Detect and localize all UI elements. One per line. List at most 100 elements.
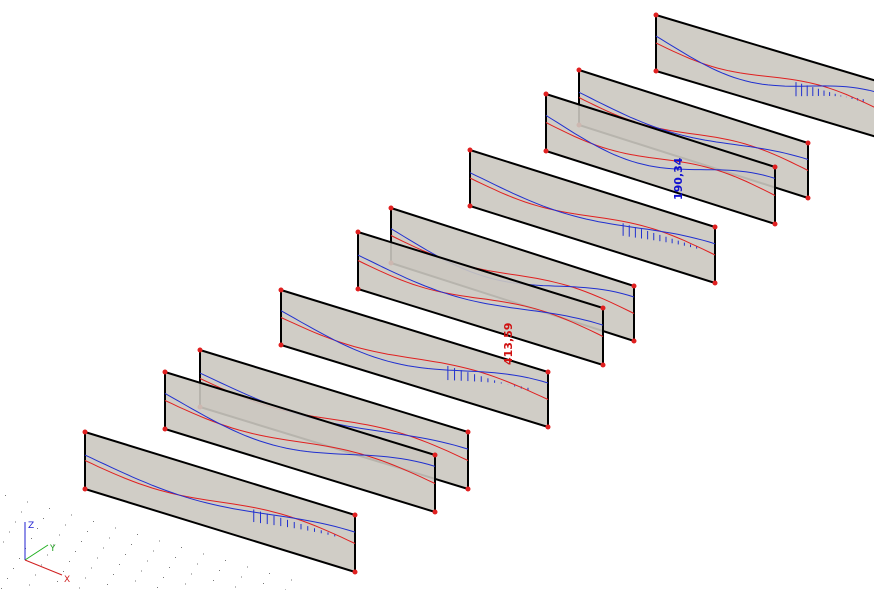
red-diagram xyxy=(655,42,874,108)
grid-dot xyxy=(3,541,4,543)
blue-diagram xyxy=(84,454,356,533)
axis-label: Y xyxy=(49,544,56,554)
node xyxy=(82,486,88,492)
node xyxy=(543,148,549,154)
node xyxy=(162,426,168,432)
red-diagram xyxy=(357,260,604,337)
grid-dot xyxy=(59,534,60,536)
grid-dot xyxy=(5,495,6,496)
grid-dot xyxy=(181,547,182,548)
grid-dot xyxy=(31,538,32,539)
node xyxy=(543,91,549,97)
grid-dot xyxy=(159,540,160,542)
grid-dot xyxy=(175,557,176,558)
grid-dot xyxy=(109,537,110,539)
node xyxy=(467,147,473,153)
grid-dot xyxy=(7,578,8,579)
grid-dot xyxy=(85,577,86,579)
node xyxy=(653,68,659,74)
blue-diagram xyxy=(655,35,874,93)
grid-dot xyxy=(97,557,98,559)
grid-dot xyxy=(219,570,220,571)
grid-dot xyxy=(203,553,204,555)
grid-dot xyxy=(43,518,44,519)
node xyxy=(352,569,358,575)
node xyxy=(631,338,637,344)
grid-dot xyxy=(191,573,192,575)
grid-dot xyxy=(247,566,248,568)
grid-dot xyxy=(15,521,16,523)
blue-diagram xyxy=(280,310,549,384)
grid-dot xyxy=(53,544,54,546)
grid-dot xyxy=(49,508,50,509)
grid-dot xyxy=(137,534,138,535)
grid-dot xyxy=(135,580,136,582)
result-label: 413,59 xyxy=(502,323,515,365)
red-diagram xyxy=(545,122,776,196)
result-label: 190,34 xyxy=(672,157,685,200)
node xyxy=(352,512,358,518)
grid-dot xyxy=(57,581,58,582)
wall-panel xyxy=(655,13,874,138)
node xyxy=(278,342,284,348)
grid-dot xyxy=(157,587,158,588)
grid-dot xyxy=(1,588,2,589)
grid-dot xyxy=(197,563,198,565)
node xyxy=(545,424,551,430)
node xyxy=(712,224,718,230)
node xyxy=(712,280,718,286)
grid-dot xyxy=(35,574,36,576)
grid-dot xyxy=(213,580,214,581)
panels xyxy=(82,12,874,575)
blue-diagram xyxy=(164,392,436,467)
node xyxy=(465,486,471,492)
node xyxy=(653,12,659,18)
red-diagram xyxy=(280,317,549,400)
grid-dots xyxy=(1,495,292,590)
grid-dot xyxy=(41,564,42,566)
grid-dot xyxy=(47,554,48,556)
grid-dot xyxy=(147,560,148,562)
grid-dot xyxy=(169,567,170,568)
node xyxy=(545,369,551,375)
node xyxy=(631,283,637,289)
grid-dot xyxy=(141,570,142,572)
node xyxy=(600,305,606,311)
red-diagram xyxy=(469,177,716,256)
grid-dot xyxy=(13,568,14,569)
grid-dot xyxy=(63,571,64,572)
grid-dot xyxy=(91,567,92,569)
grid-dot xyxy=(93,521,94,522)
blue-diagram xyxy=(545,114,776,179)
node xyxy=(600,362,606,368)
red-diagram xyxy=(164,400,436,484)
grid-dot xyxy=(269,573,270,574)
node xyxy=(388,205,394,211)
node xyxy=(805,195,811,201)
node xyxy=(432,452,438,458)
red-diagram xyxy=(578,97,809,171)
blue-diagram xyxy=(469,172,716,245)
grid-dot xyxy=(103,547,104,549)
blue-diagram xyxy=(578,91,809,160)
node xyxy=(162,369,168,375)
node xyxy=(355,229,361,235)
node xyxy=(197,347,203,353)
grid-dot xyxy=(79,587,80,589)
grid-dot xyxy=(81,541,82,542)
node xyxy=(805,140,811,146)
y-axis xyxy=(24,544,49,561)
grid-dot xyxy=(19,558,20,559)
grid-dot xyxy=(153,550,154,552)
grid-dot xyxy=(163,577,164,578)
grid-dot xyxy=(75,551,76,552)
axis-triad: Z Y X xyxy=(24,521,70,585)
node xyxy=(355,286,361,292)
node xyxy=(467,203,473,209)
blue-diagram xyxy=(357,254,604,326)
node xyxy=(432,509,438,515)
grid-dot xyxy=(87,531,88,532)
grid-dot xyxy=(65,524,66,526)
grid-dot xyxy=(125,554,126,555)
